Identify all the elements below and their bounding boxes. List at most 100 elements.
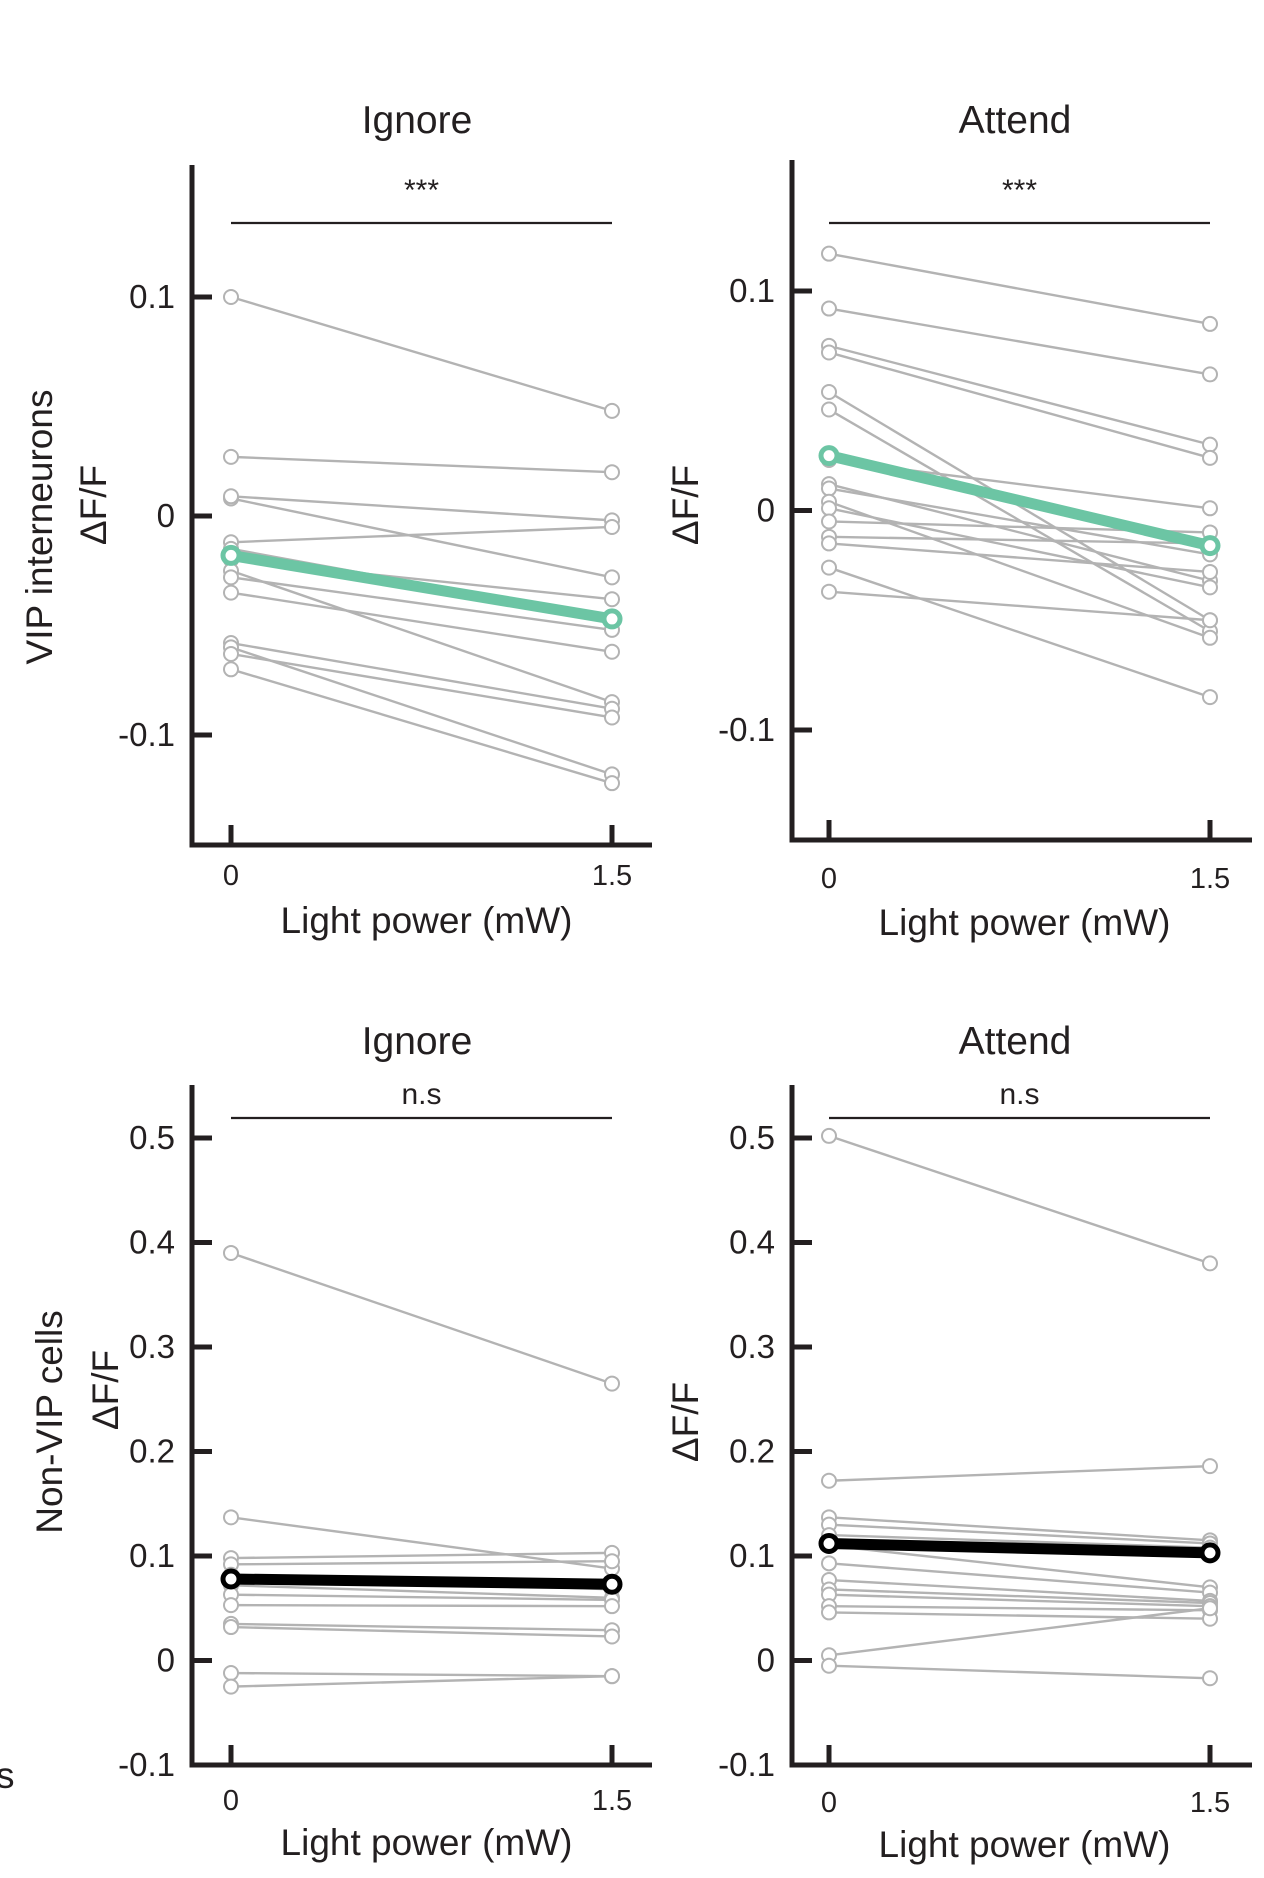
data-point (604, 1375, 620, 1392)
significance-label: n.s (999, 1078, 1039, 1111)
y-tick-label: 0.5 (129, 1119, 175, 1156)
series-line (230, 1560, 613, 1566)
data-point (604, 709, 620, 726)
data-point (821, 1657, 837, 1674)
data-point (821, 300, 837, 317)
data-point (1202, 1255, 1218, 1272)
y-tick-label: 0 (157, 1642, 175, 1679)
mean-line (225, 549, 618, 625)
y-tick-label: 0.2 (129, 1433, 175, 1470)
data-point (1202, 1600, 1218, 1617)
y-tick-label: -0.1 (118, 716, 175, 753)
series-mean (220, 1568, 623, 1595)
series-line (828, 542, 1211, 574)
data-point (223, 661, 239, 678)
data-point (223, 569, 239, 586)
series-line (828, 1611, 1211, 1620)
series-line (230, 668, 613, 785)
data-point (223, 645, 239, 662)
data-point (1202, 1458, 1218, 1475)
mean-point (220, 1568, 242, 1590)
series-cell-14 (821, 1657, 1218, 1687)
series-line (230, 1593, 613, 1602)
data-point (604, 775, 620, 792)
panel-title: Ignore (362, 99, 473, 142)
data-point (1202, 500, 1218, 517)
series-cell-10 (223, 584, 620, 660)
y-tick-label: 0.4 (129, 1224, 175, 1261)
series-line (230, 641, 613, 710)
x-axis-title: Light power (mW) (281, 1822, 573, 1863)
series-line (230, 1251, 613, 1385)
series-cell-14 (223, 661, 620, 792)
series-line (828, 1134, 1211, 1265)
data-point (821, 1472, 837, 1489)
series-line (828, 1593, 1211, 1608)
data-point (1202, 689, 1218, 706)
series-line (828, 1516, 1211, 1542)
y-tick-label: 0.5 (729, 1119, 775, 1156)
series-cell-3 (821, 337, 1218, 453)
series-cell-7 (821, 1555, 1218, 1601)
series-line (828, 1664, 1211, 1680)
y-tick-label: 0.1 (729, 1537, 775, 1574)
mean-line (823, 1537, 1216, 1559)
series-line (828, 1562, 1211, 1594)
x-axis-title: Light power (mW) (879, 1824, 1171, 1865)
series-line (230, 1584, 613, 1599)
series-line (230, 1622, 613, 1632)
series-line (828, 1464, 1211, 1482)
x-tick-label: 0 (821, 1787, 837, 1819)
data-point (223, 1619, 239, 1636)
series-line (230, 569, 613, 704)
data-point (604, 1668, 620, 1685)
series-line (230, 1516, 613, 1570)
y-tick-label: 0.1 (129, 1537, 175, 1574)
significance-label: *** (1002, 174, 1037, 207)
y-tick-label: 0.3 (129, 1328, 175, 1365)
data-point (223, 289, 239, 305)
data-point (604, 464, 620, 481)
y-tick-label: 0 (157, 497, 175, 534)
mean-line (225, 1573, 618, 1590)
series-line (828, 1533, 1211, 1549)
data-point (604, 402, 620, 419)
series-line (828, 252, 1211, 326)
x-tick-label: 1.5 (592, 860, 632, 892)
mean-point (818, 1532, 840, 1554)
series-cell-3 (223, 490, 620, 586)
x-tick-label: 0 (223, 860, 239, 892)
data-point (223, 1678, 239, 1695)
data-point (821, 401, 837, 418)
data-point (821, 1555, 837, 1572)
series-line (230, 525, 613, 544)
panel-title: Ignore (362, 1020, 473, 1063)
series-mean (818, 1532, 1221, 1564)
y-tick-label: 0.1 (129, 278, 175, 315)
y-axis-title: ΔF/F (665, 1382, 706, 1462)
data-point (223, 1509, 239, 1526)
data-point (821, 344, 837, 361)
x-tick-label: 0 (821, 863, 837, 895)
series-line (230, 455, 613, 474)
series-line (230, 495, 613, 522)
panels: Ignore *** -0.1 0 0.1 0 1.5 Light power (mW) ΔF/… (73, 99, 1252, 1865)
data-point (1202, 579, 1218, 596)
series-cell-2 (223, 1509, 620, 1577)
x-axis-title: Light power (mW) (879, 902, 1171, 943)
x-tick-label: 0 (223, 1785, 239, 1817)
y-axis-title: ΔF/F (85, 1350, 126, 1430)
data-point (223, 448, 239, 465)
data-point (1202, 612, 1218, 629)
series-cell-15 (821, 559, 1218, 706)
y-tick-label: -0.1 (118, 1746, 175, 1783)
series-cell-16 (821, 583, 1218, 629)
x-tick-label: 1.5 (592, 1785, 632, 1817)
chart-panel-vip-ignore: Ignore *** -0.1 0 0.1 0 1.5 Light power (mW) ΔF/… (73, 99, 652, 941)
mean-point (818, 445, 840, 467)
chart-panel-vip-attend: Attend *** -0.1 0 0.1 0 1.5 Light power (mW) ΔF/… (665, 99, 1252, 943)
series-cell-14 (821, 535, 1218, 580)
y-tick-label: -0.1 (718, 1746, 775, 1783)
data-point (821, 383, 837, 400)
